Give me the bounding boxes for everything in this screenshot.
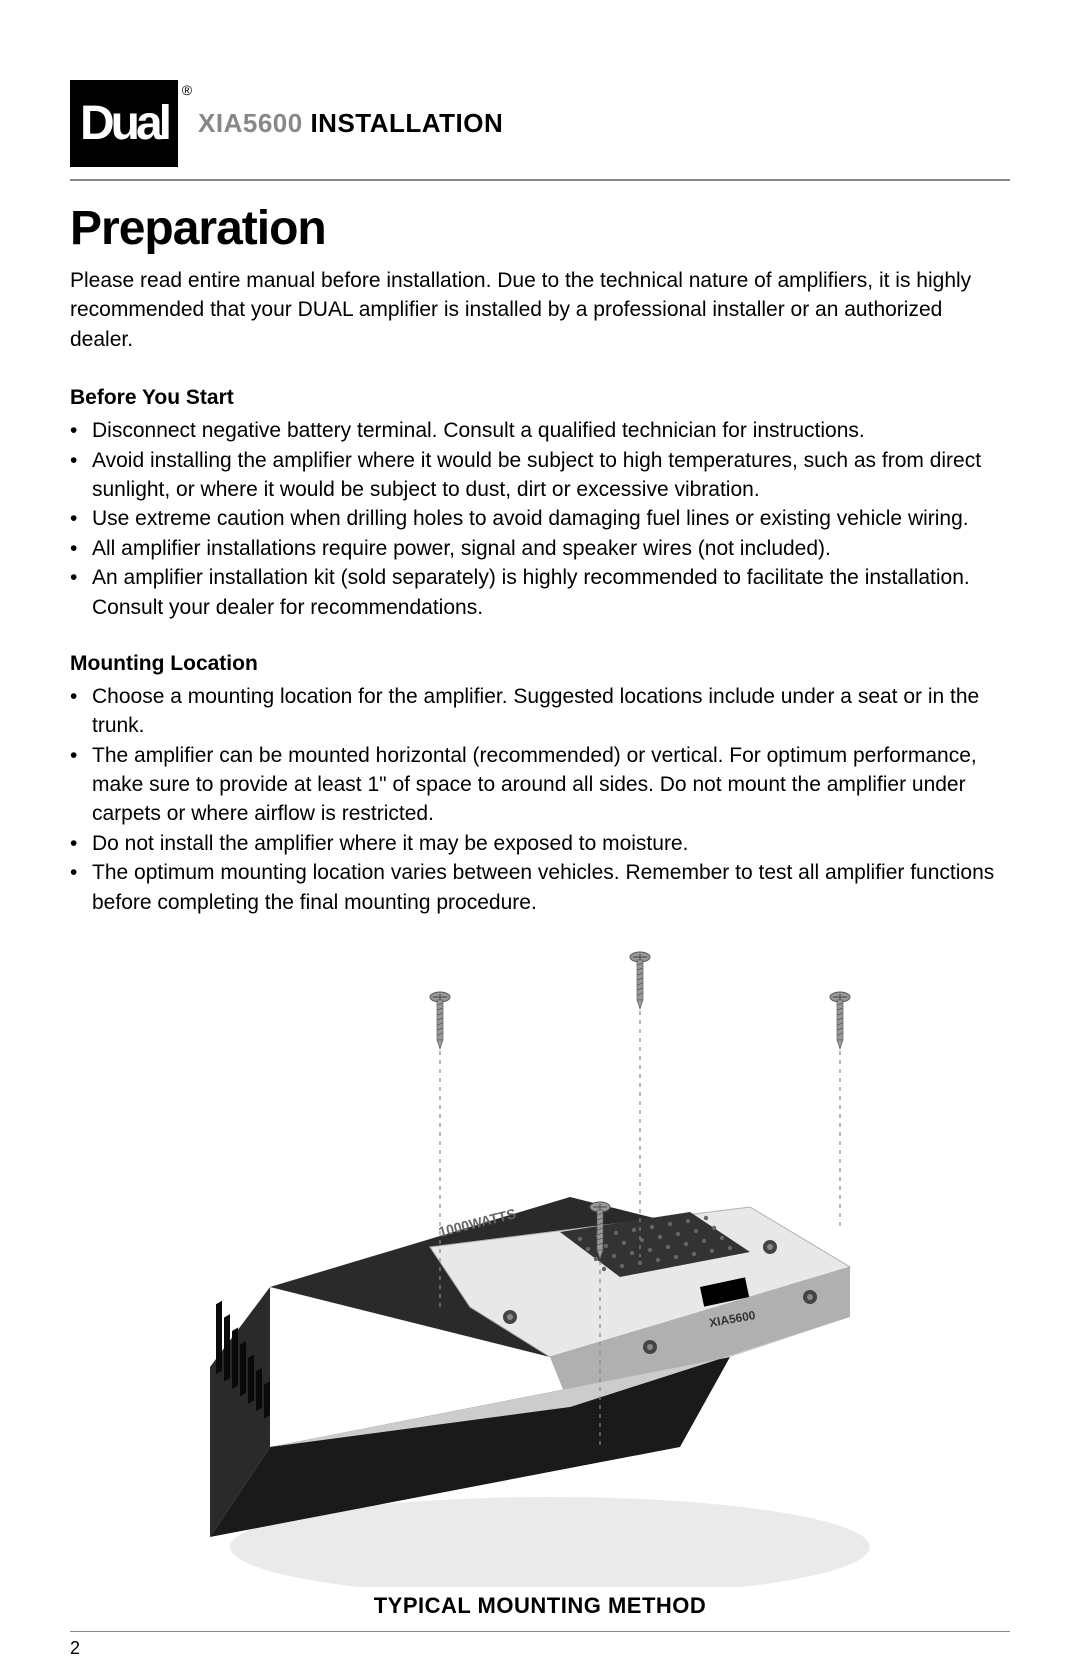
brand-logo: Dual bbox=[70, 80, 178, 167]
header-title: XIA5600 INSTALLATION bbox=[198, 108, 503, 139]
header-rule bbox=[70, 179, 1010, 181]
list-item: Avoid installing the amplifier where it … bbox=[70, 446, 1010, 505]
intro-paragraph: Please read entire manual before install… bbox=[70, 266, 1010, 354]
list-item: The amplifier can be mounted horizontal … bbox=[70, 741, 1010, 829]
mounting-location-list: Choose a mounting location for the ampli… bbox=[70, 682, 1010, 917]
list-item: Do not install the amplifier where it ma… bbox=[70, 829, 1010, 858]
list-item: An amplifier installation kit (sold sepa… bbox=[70, 563, 1010, 622]
list-item: Choose a mounting location for the ampli… bbox=[70, 682, 1010, 741]
header-section: INSTALLATION bbox=[310, 108, 503, 138]
list-item: All amplifier installations require powe… bbox=[70, 534, 1010, 563]
list-item: Use extreme caution when drilling holes … bbox=[70, 504, 1010, 533]
footer-rule bbox=[70, 1631, 1010, 1632]
mounting-figure: 1000WATTSXIA5600 bbox=[70, 947, 1010, 1587]
header-model: XIA5600 bbox=[198, 108, 303, 138]
list-item: The optimum mounting location varies bet… bbox=[70, 858, 1010, 917]
figure-caption: TYPICAL MOUNTING METHOD bbox=[70, 1593, 1010, 1619]
mounting-location-heading: Mounting Location bbox=[70, 652, 1010, 676]
doc-header: Dual XIA5600 INSTALLATION bbox=[70, 80, 1010, 167]
page-title: Preparation bbox=[70, 201, 1010, 256]
mounting-diagram-svg: 1000WATTSXIA5600 bbox=[70, 947, 1010, 1587]
before-you-start-list: Disconnect negative battery terminal. Co… bbox=[70, 416, 1010, 622]
before-you-start-heading: Before You Start bbox=[70, 386, 1010, 410]
list-item: Disconnect negative battery terminal. Co… bbox=[70, 416, 1010, 445]
page-number: 2 bbox=[70, 1638, 1010, 1659]
